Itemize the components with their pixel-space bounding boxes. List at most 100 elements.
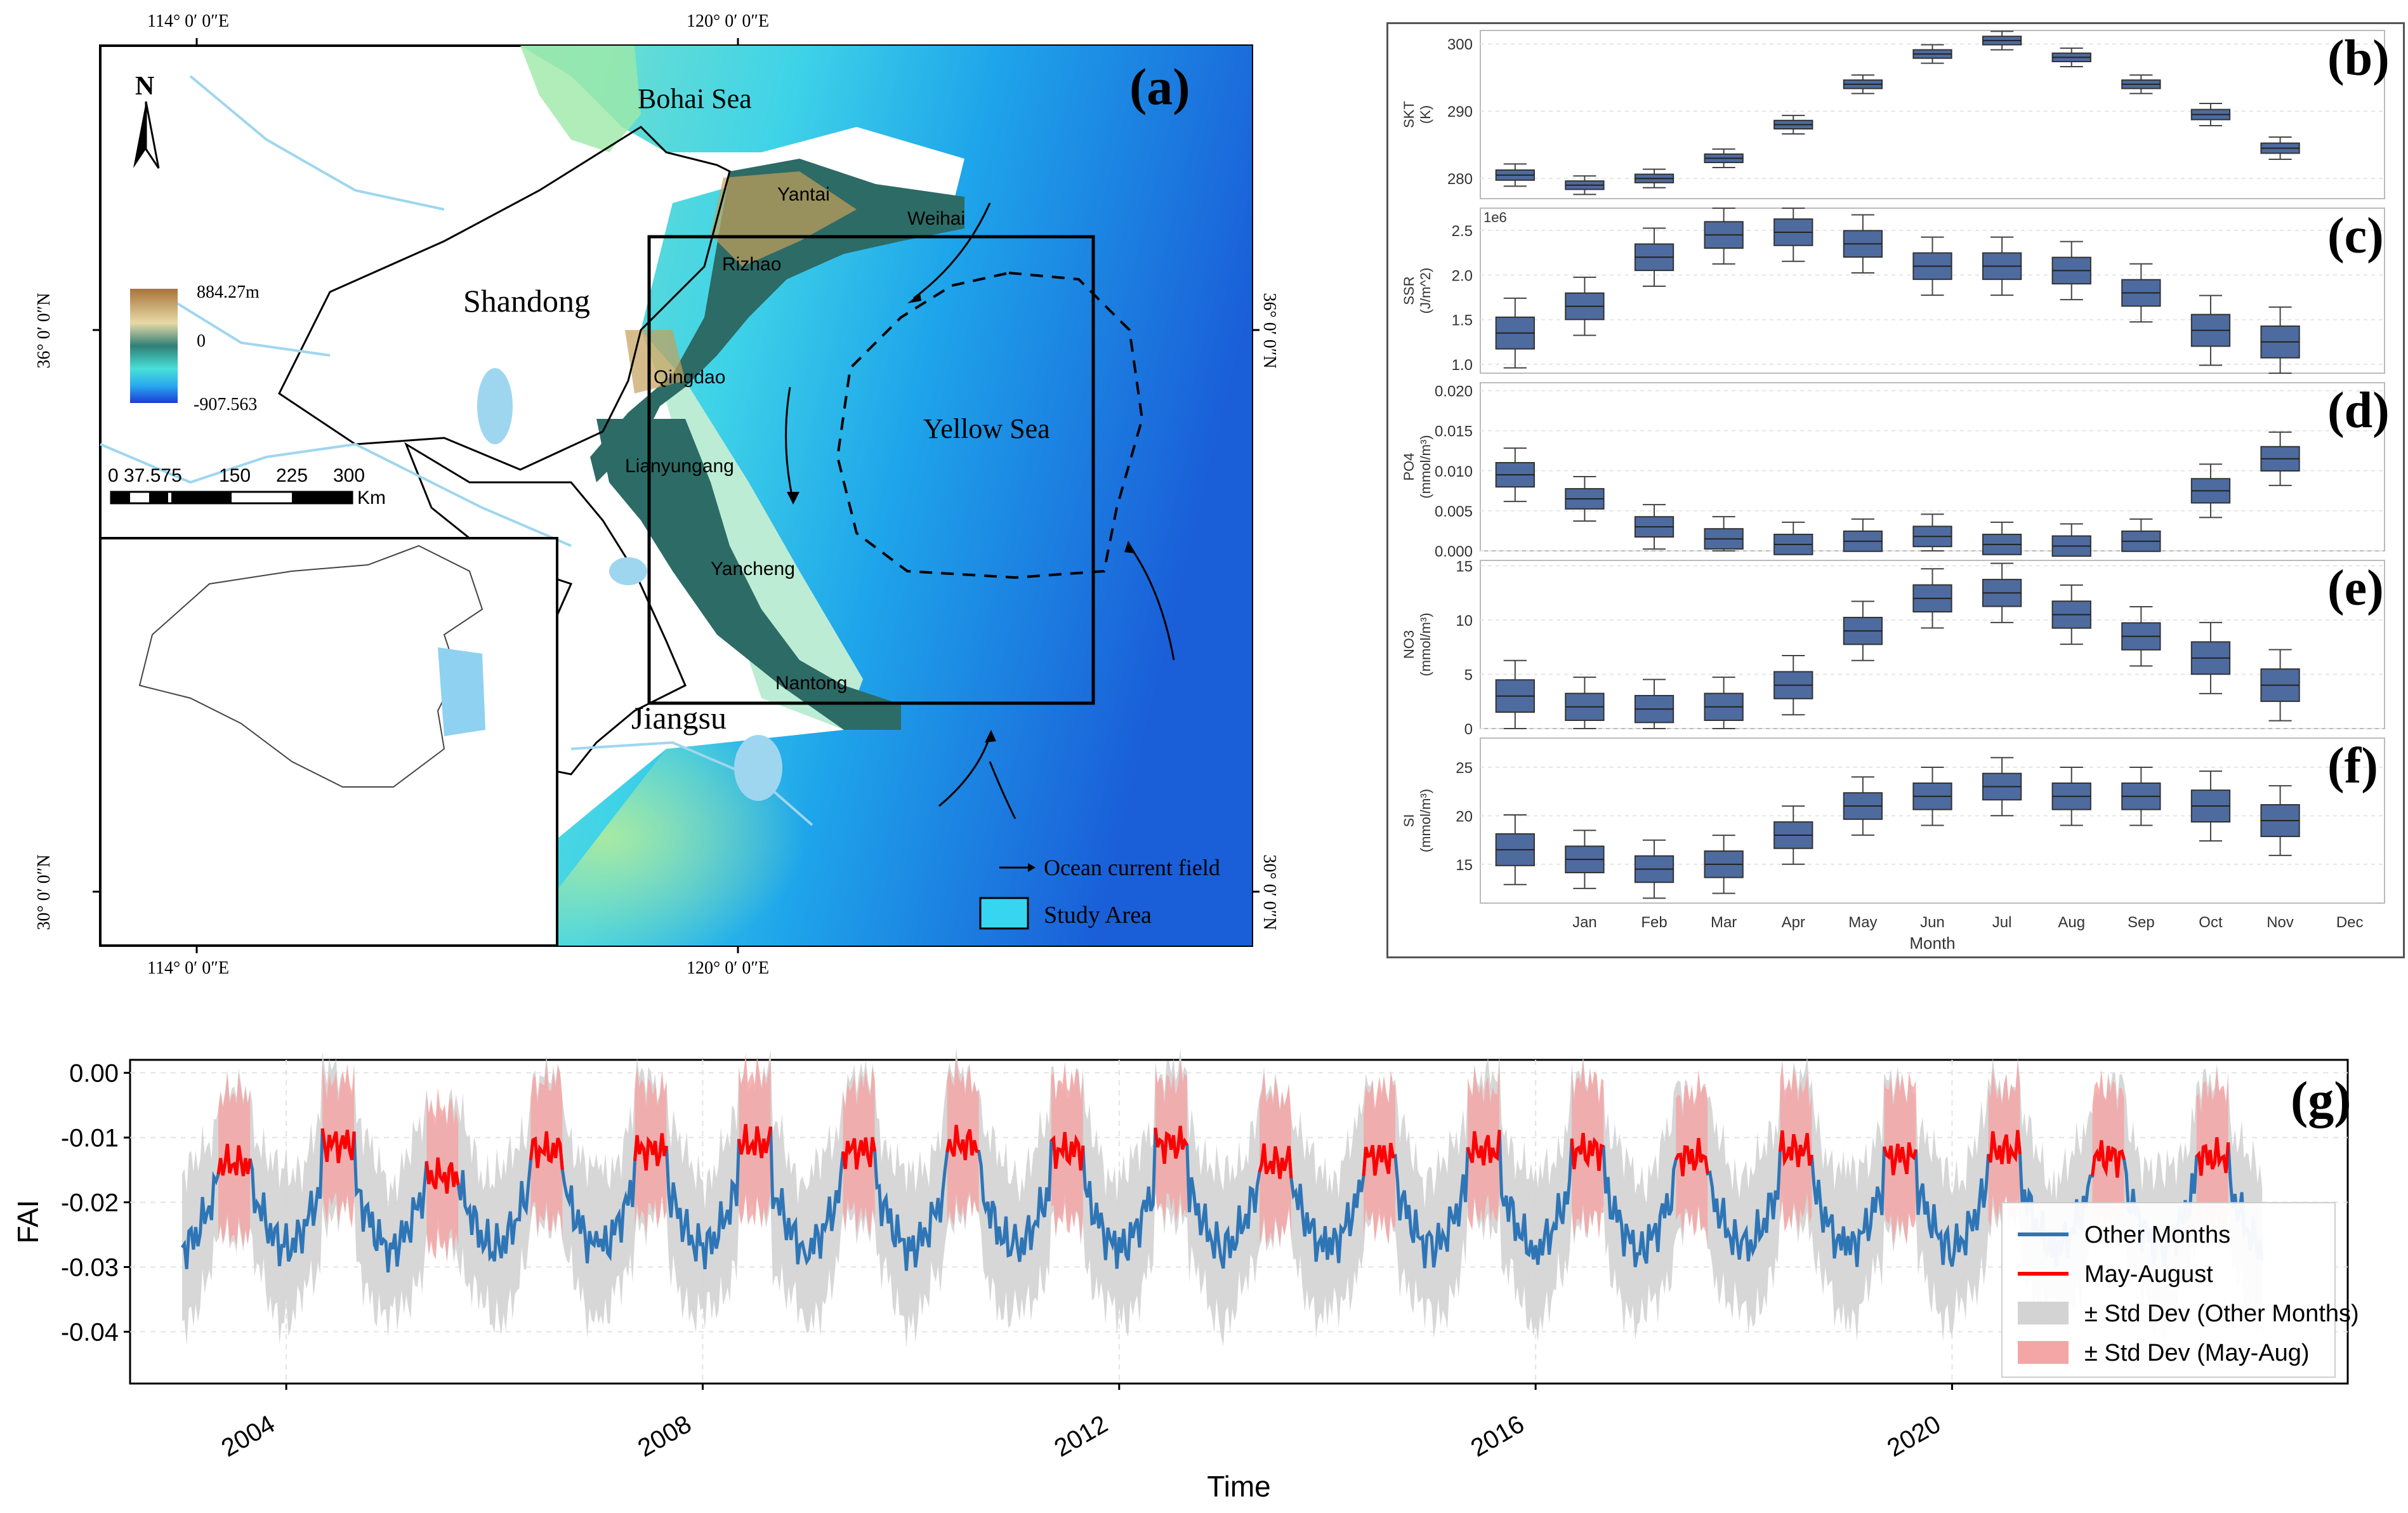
y-tick-label: 280 bbox=[1447, 171, 1473, 188]
line-may-august bbox=[529, 1131, 564, 1170]
legend-study-area: Study Area bbox=[1044, 902, 1152, 928]
y-tick-label: 0.015 bbox=[1435, 423, 1473, 440]
y-tick-label: 15 bbox=[1456, 558, 1473, 576]
panel-a-map: 114° 0′ 0″E 120° 0′ 0″E 114° 0′ 0″E 120°… bbox=[0, 0, 1279, 990]
panel-label-e: (e) bbox=[2327, 560, 2384, 616]
current-arrow bbox=[785, 387, 794, 502]
scalebar-tick-225: 225 bbox=[276, 465, 308, 486]
line-may-august bbox=[1362, 1142, 1396, 1177]
y-tick-label: 2.0 bbox=[1452, 267, 1473, 284]
y-tick-label: -0.01 bbox=[61, 1124, 119, 1152]
scalebar-tick-150: 150 bbox=[219, 465, 251, 486]
panel-label-g: (g) bbox=[2291, 1071, 2352, 1128]
elevation-colorbar bbox=[130, 289, 178, 403]
line-may-august bbox=[1050, 1132, 1085, 1171]
scalebar bbox=[110, 491, 353, 505]
current-arrow bbox=[913, 202, 991, 300]
current-arrow bbox=[938, 736, 991, 807]
month-tick-label: Aug bbox=[2058, 914, 2085, 931]
panel-label-f: (f) bbox=[2327, 738, 2378, 794]
line-may-august bbox=[320, 1128, 356, 1163]
boxplot-d: 0.020 0.015 0.010 0.005 0.000 PO4(mmol/m³) (d) bbox=[1401, 382, 2390, 560]
x-axis-label: Time bbox=[1207, 1470, 1271, 1503]
boxplot-c: 2.5 2.0 1.5 1.0 SSR(J/m^2) 1e6 (c) bbox=[1401, 208, 2385, 374]
boxplot-panel: 300 290 280 SKT(K) (b) 2.5 2.0 1.5 1.0 SSR(J/m^2)… bbox=[1386, 22, 2405, 958]
china-inset bbox=[99, 537, 558, 947]
line-may-august bbox=[945, 1125, 979, 1161]
shandong-label: Shandong bbox=[463, 283, 590, 319]
x-tick-label: 2020 bbox=[1883, 1410, 1945, 1463]
y-tick-label: -0.04 bbox=[61, 1318, 119, 1346]
y-tick-label: 15 bbox=[1456, 857, 1473, 874]
city-yancheng: Yancheng bbox=[711, 558, 795, 579]
legend-label: Other Months bbox=[2084, 1222, 2230, 1248]
lon-label-bottom-114: 114° 0′ 0″E bbox=[147, 958, 230, 978]
city-qingdao: Qingdao bbox=[654, 367, 726, 388]
lon-label-top-114: 114° 0′ 0″E bbox=[147, 11, 230, 31]
y-axis-label: PO4(mmol/m³) bbox=[1401, 435, 1433, 498]
line-may-august bbox=[1674, 1137, 1709, 1177]
month-tick-label: Mar bbox=[1711, 914, 1737, 931]
y-tick-label: 0.020 bbox=[1435, 383, 1473, 400]
elevation-max-label: 884.27m bbox=[197, 282, 260, 302]
y-tick-label: 10 bbox=[1456, 612, 1473, 630]
line-may-august bbox=[841, 1137, 877, 1170]
city-weihai: Weihai bbox=[907, 208, 966, 229]
current-arrow bbox=[989, 761, 1016, 819]
line-may-august bbox=[216, 1144, 252, 1177]
month-tick-label: Apr bbox=[1782, 914, 1805, 931]
month-tick-label: Jul bbox=[1992, 914, 2012, 931]
month-tick-label: Jun bbox=[1920, 914, 1945, 931]
panel-label-b: (b) bbox=[2327, 30, 2390, 86]
fai-svg: 0.00 -0.01 -0.02 -0.03 -0.04 2004 2008 2012 2016… bbox=[11, 1048, 2359, 1503]
boxplot-e: 15 10 5 0 NO3(mmol/m³) (e) bbox=[1401, 558, 2385, 738]
city-nantong: Nantong bbox=[775, 673, 848, 694]
y-tick-label: 0.005 bbox=[1435, 503, 1473, 520]
jiangsu-label: Jiangsu bbox=[631, 700, 727, 736]
panel-label-a: (a) bbox=[1129, 58, 1190, 116]
x-tick-label: 2016 bbox=[1466, 1410, 1529, 1463]
y-tick-label: 1.5 bbox=[1452, 312, 1473, 329]
yellow-sea-label: Yellow Sea bbox=[923, 413, 1050, 444]
line-may-august bbox=[633, 1133, 668, 1171]
y-tick-label: 300 bbox=[1447, 36, 1473, 53]
scalebar-tick-300: 300 bbox=[333, 465, 365, 486]
legend-label: May-August bbox=[2084, 1261, 2213, 1288]
elevation-zero-label: 0 bbox=[197, 331, 206, 351]
y-tick-label: 290 bbox=[1447, 103, 1473, 121]
month-tick-label: Sep bbox=[2128, 914, 2155, 931]
line-may-august bbox=[1570, 1132, 1605, 1172]
legend-study-swatch bbox=[979, 897, 1029, 930]
jiangsu-coast bbox=[596, 419, 901, 730]
y-tick-label: 0 bbox=[1464, 721, 1473, 738]
y-tick-label: -0.03 bbox=[61, 1253, 119, 1281]
month-tick-label: Dec bbox=[2336, 914, 2364, 931]
bohai-sea-label: Bohai Sea bbox=[638, 83, 752, 114]
shandong-peninsula bbox=[590, 159, 964, 482]
y-axis-label: FAI bbox=[11, 1199, 44, 1243]
scalebar-tick-0: 0 37.575 bbox=[108, 465, 182, 486]
lat-label-left-36: 36° 0′ 0″N bbox=[34, 293, 54, 369]
y-tick-label: -0.02 bbox=[61, 1189, 119, 1217]
city-lianyungang: Lianyungang bbox=[625, 456, 734, 477]
y-tick-label: 25 bbox=[1456, 760, 1473, 777]
line-may-august bbox=[2195, 1137, 2230, 1176]
study-area-rect bbox=[647, 235, 1095, 705]
y-tick-label: 20 bbox=[1456, 808, 1473, 825]
city-rizhao: Rizhao bbox=[722, 254, 782, 275]
lat-label-left-30: 30° 0′ 0″N bbox=[34, 854, 54, 930]
fai-legend: Other Months May-August ± Std Dev (Other M… bbox=[2001, 1202, 2359, 1378]
line-may-august bbox=[1258, 1143, 1293, 1179]
line-may-august bbox=[424, 1157, 460, 1194]
line-may-august bbox=[2091, 1140, 2126, 1178]
y-tick-label: 5 bbox=[1464, 667, 1473, 684]
north-arrow-icon bbox=[133, 101, 160, 169]
y-tick-label: 1.0 bbox=[1452, 357, 1473, 374]
fai-chart: 0.00 -0.01 -0.02 -0.03 -0.04 2004 2008 2012 2016… bbox=[11, 1048, 2359, 1503]
boxplot-b: 300 290 280 SKT(K) (b) bbox=[1401, 30, 2390, 199]
y-axis-label: SKT(K) bbox=[1401, 101, 1433, 128]
y-axis-label: SSR(J/m^2) bbox=[1401, 268, 1433, 314]
month-tick-label: Feb bbox=[1641, 914, 1667, 931]
lat-label-right-30: 30° 0′ 0″N bbox=[1260, 854, 1279, 930]
y-axis-label: SI(mmol/m³) bbox=[1401, 789, 1433, 852]
